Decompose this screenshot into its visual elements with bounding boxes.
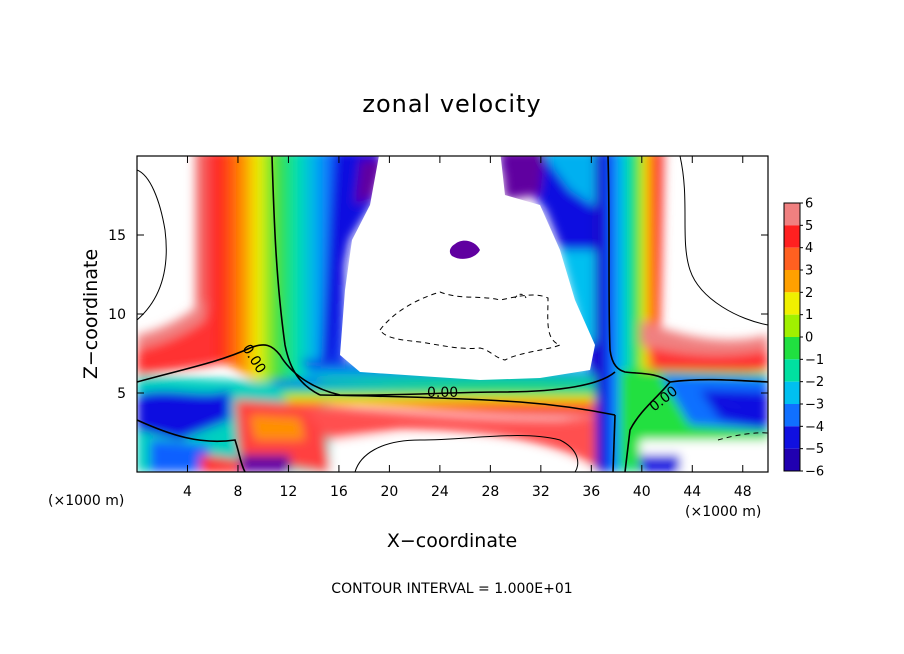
x-units-left: (×1000 m): [48, 493, 124, 509]
x-tick-label: 24: [431, 484, 449, 500]
colorbar-swatch: [784, 426, 800, 449]
x-axis-ticks: 4 8 12 16 20 24 28 32 36 40 44 48: [183, 156, 752, 500]
colorbar-label: 1: [805, 308, 813, 323]
velocity-field: [137, 156, 768, 472]
y-axis-title: Z−coordinate: [80, 249, 102, 379]
x-tick-label: 12: [280, 484, 298, 500]
colorbar-label: 4: [805, 241, 813, 256]
x-axis-title: X−coordinate: [387, 530, 517, 552]
colorbar-label: −2: [805, 375, 824, 390]
colorbar-label: 0: [805, 331, 813, 346]
colorbar-swatch: [784, 359, 800, 382]
colorbar-swatch: [784, 270, 800, 293]
x-tick-label: 20: [380, 484, 398, 500]
colorbar-label: 2: [805, 286, 813, 301]
colorbar-swatch: [784, 247, 800, 270]
colorbar-label: −3: [805, 398, 824, 413]
colorbar-swatch: [784, 381, 800, 404]
colorbar-label: −4: [805, 420, 824, 435]
chart-title: zonal velocity: [362, 90, 541, 118]
x-tick-label: 36: [582, 484, 600, 500]
x-tick-label: 28: [481, 484, 499, 500]
colorbar-swatch: [784, 203, 800, 226]
colorbar-swatch: [784, 404, 800, 427]
colorbar: 6 5 4 3 2 1 0 −1 −2 −3 −4 −5 −6: [783, 197, 824, 480]
colorbar-label: −5: [805, 442, 824, 457]
x-units-right: (×1000 m): [685, 504, 761, 520]
y-tick-label: 15: [108, 228, 126, 244]
colorbar-label: 5: [805, 219, 813, 234]
x-tick-label: 48: [734, 484, 752, 500]
x-tick-label: 16: [330, 484, 348, 500]
colorbar-label: −6: [805, 465, 824, 480]
x-tick-label: 8: [233, 484, 242, 500]
x-tick-label: 4: [183, 484, 192, 500]
colorbar-swatch: [784, 225, 800, 248]
colorbar-swatch: [784, 448, 800, 471]
contour-label-center: 0.00: [427, 385, 458, 401]
colorbar-swatch: [784, 337, 800, 360]
y-tick-label: 10: [108, 307, 126, 323]
colorbar-label: −1: [805, 353, 824, 368]
colorbar-label: 3: [805, 264, 813, 279]
y-axis-ticks: 5 10 15: [108, 228, 768, 402]
contour-interval-note: CONTOUR INTERVAL = 1.000E+01: [331, 581, 572, 597]
contour-lines: [137, 156, 768, 472]
y-tick-label: 5: [117, 386, 126, 402]
x-tick-label: 32: [532, 484, 550, 500]
colorbar-swatch: [784, 292, 800, 315]
x-tick-label: 40: [633, 484, 651, 500]
colorbar-swatch: [784, 314, 800, 337]
x-tick-label: 44: [683, 484, 701, 500]
colorbar-label: 6: [805, 197, 813, 212]
